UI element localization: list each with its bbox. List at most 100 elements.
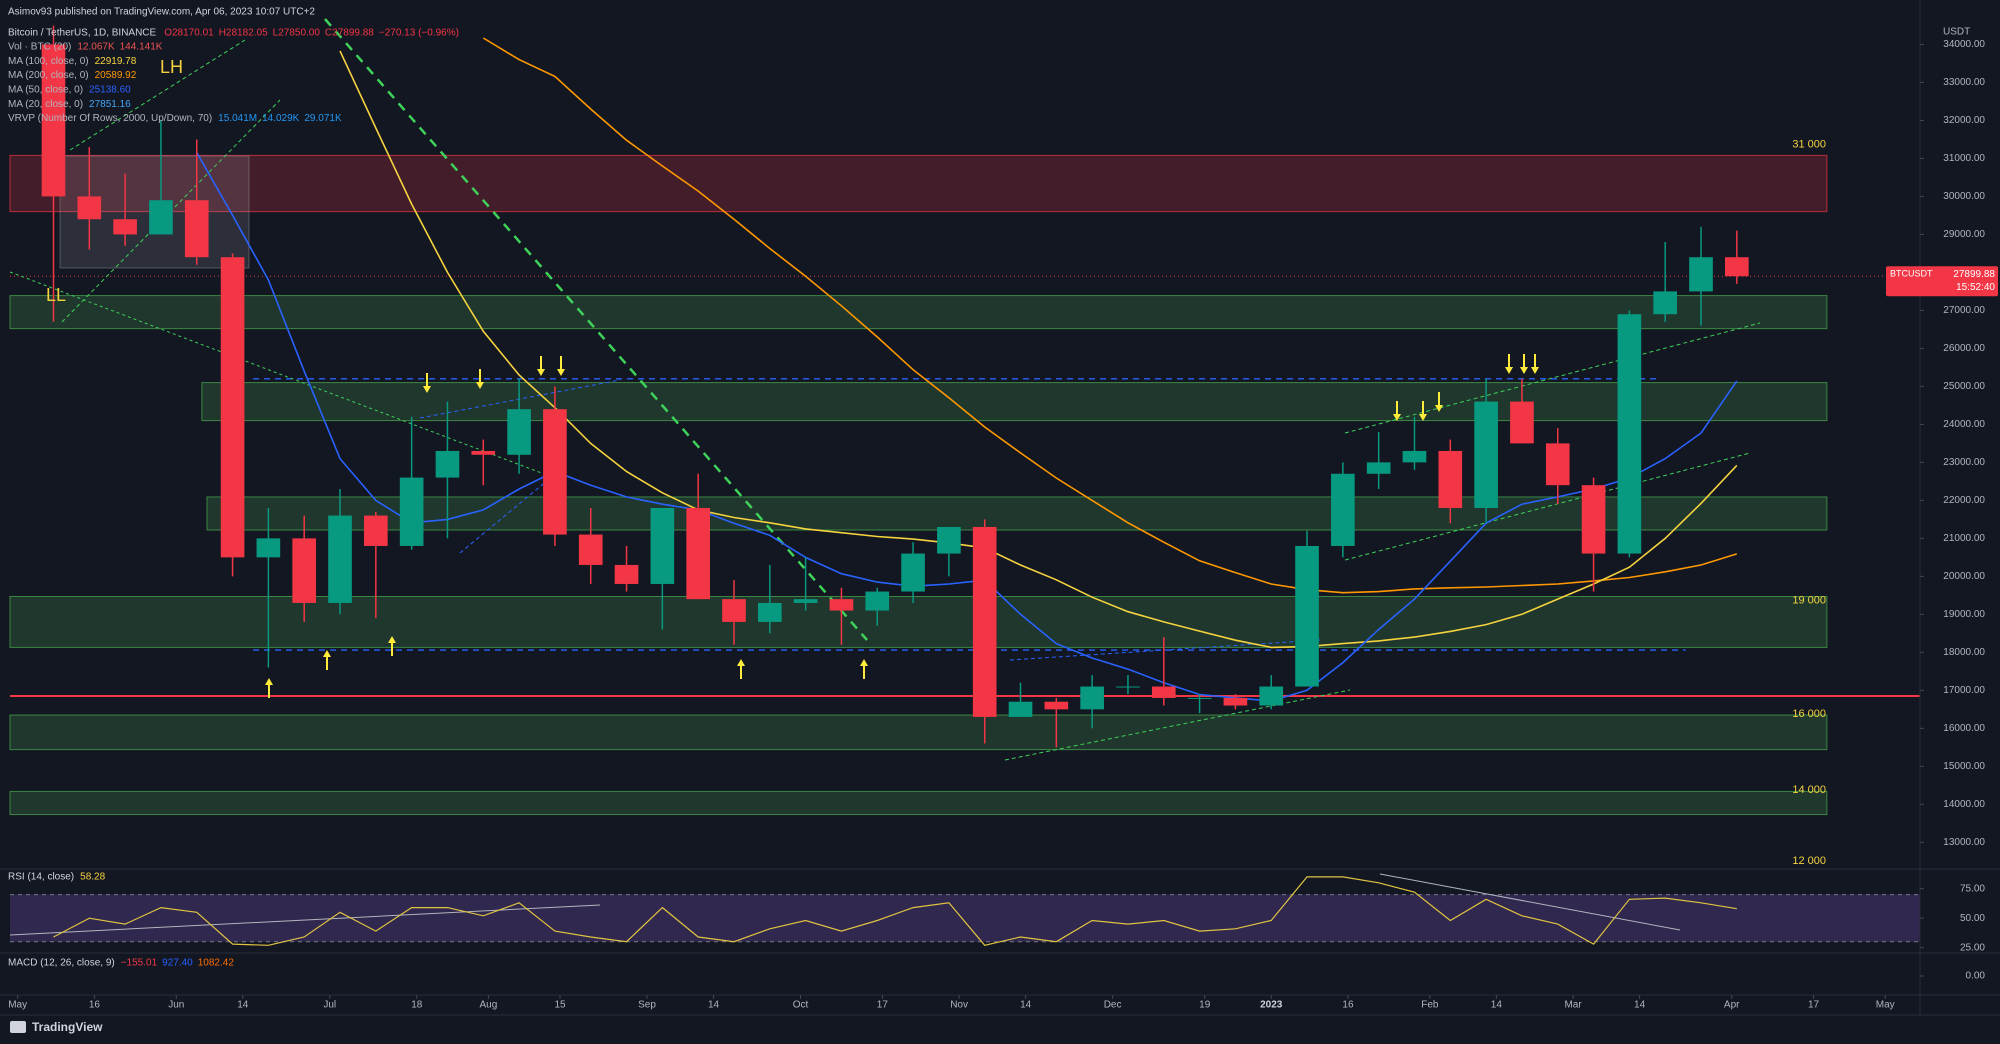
study-name: VRVP (Number Of Rows, 2000, Up/Down, 70) [8, 113, 212, 124]
arrow-head [537, 369, 545, 376]
candle-body [722, 599, 746, 622]
publisher-line: Asimov93 published on TradingView.com, A… [8, 7, 315, 18]
last-price-label: 27899.88 [1953, 269, 1995, 280]
arrow-head [1531, 367, 1539, 374]
candle-body [1617, 314, 1642, 554]
trend-line [1004, 689, 1351, 761]
arrow-head [265, 678, 273, 685]
pane-readout: 1082.42 [198, 958, 235, 969]
ohlc-readout: O28170.01 [164, 28, 214, 39]
x-tick-label: Nov [950, 1000, 968, 1011]
x-tick-label: 17 [1808, 1000, 1820, 1011]
x-tick-label: 17 [877, 1000, 889, 1011]
x-tick-label: 15 [554, 1000, 566, 1011]
candle-body [1653, 291, 1678, 315]
y-tick-label: 17000.00 [1943, 685, 1985, 696]
candle-body [937, 526, 961, 554]
x-tick-label: May [8, 1000, 27, 1011]
arrow-head [1505, 367, 1513, 374]
candle-body [1044, 701, 1069, 710]
y-tick-label: 16000.00 [1943, 723, 1985, 734]
candle-body [292, 538, 317, 603]
arrow-head [323, 650, 331, 657]
candle-body [793, 599, 818, 603]
ohlc-readout: H28182.05 [219, 28, 268, 39]
annotation: LL [46, 285, 66, 305]
arrow-head [1435, 405, 1443, 412]
candle-body [1116, 686, 1140, 688]
candle-body [184, 200, 209, 258]
axis-unit: USDT [1943, 27, 1970, 38]
study-name: MA (20, close, 0) [8, 99, 83, 110]
y-tick-label: 23000.00 [1943, 457, 1985, 468]
candle-body [1438, 450, 1463, 508]
y-tick-label: 75.00 [1960, 883, 1985, 894]
arrow-head [557, 369, 565, 376]
study-readout: 25138.60 [89, 85, 131, 96]
series-line [196, 152, 1738, 702]
x-tick-label: 14 [237, 1000, 249, 1011]
level-label: 31 000 [1792, 138, 1826, 150]
y-tick-label: 29000.00 [1943, 229, 1985, 240]
candle-body [507, 409, 531, 455]
study-readout: 12.067K [77, 42, 115, 53]
candle-body [149, 200, 173, 235]
candle-body [1689, 257, 1713, 292]
y-tick-label: 19000.00 [1943, 609, 1985, 620]
marks-layer [41, 25, 1749, 946]
candle-body [1008, 701, 1033, 717]
text-layer: 34000.00 33000.00 32000.00 31000.00 30000.00… [8, 27, 1998, 1011]
candle-body [543, 409, 567, 535]
y-tick-label: 24000.00 [1943, 419, 1985, 430]
zone [206, 496, 1828, 531]
x-tick-label: Sep [638, 1000, 656, 1011]
arrow-head [1520, 367, 1528, 374]
series-line [53, 876, 1737, 946]
study-readout: 22919.78 [95, 56, 137, 67]
study-name: Vol · BTC (20) [8, 42, 71, 53]
pane-readout: −155.01 [121, 958, 158, 969]
trend-line [1009, 639, 1321, 661]
x-tick-label: 2023 [1260, 1000, 1283, 1011]
candle-body [1259, 686, 1284, 706]
x-tick-label: 14 [708, 1000, 720, 1011]
last-price-box [1886, 266, 1998, 297]
candle-body [865, 591, 890, 611]
candle-body [757, 602, 782, 622]
candle-body [901, 553, 925, 592]
y-tick-label: 31000.00 [1943, 153, 1985, 164]
y-tick-label: 13000.00 [1943, 837, 1985, 848]
candle-body [578, 534, 603, 565]
annotation: LH [160, 57, 183, 77]
level-label: 16 000 [1792, 708, 1826, 720]
level-label: 19 000 [1792, 594, 1826, 606]
ohlc-readout: L27850.00 [273, 28, 321, 39]
level-label: 14 000 [1792, 784, 1826, 796]
candle-body [1366, 462, 1391, 474]
arrow-head [1393, 414, 1401, 421]
trend-line [1344, 322, 1761, 434]
pane-readout: 927.40 [162, 958, 193, 969]
footer-brand: TradingView [32, 1020, 103, 1034]
candle-body [77, 196, 102, 220]
candle-body [113, 219, 137, 235]
y-tick-label: 22000.00 [1943, 495, 1985, 506]
y-tick-label: 32000.00 [1943, 115, 1985, 126]
trend-line [419, 379, 621, 419]
level-label: 12 000 [1792, 855, 1826, 867]
study-readout: 14.029K [262, 113, 300, 124]
y-tick-label: 50.00 [1960, 913, 1985, 924]
study-readout: 15.041M [218, 113, 257, 124]
pane-title: MACD (12, 26, close, 9) [8, 958, 115, 969]
logo [10, 1021, 26, 1033]
x-tick-label: 16 [89, 1000, 101, 1011]
arrow-head [423, 386, 431, 393]
y-tick-label: 30000.00 [1943, 191, 1985, 202]
x-tick-label: 18 [411, 1000, 423, 1011]
candle-body [1402, 450, 1427, 463]
y-tick-label: 15000.00 [1943, 761, 1985, 772]
arrows [265, 354, 1539, 698]
arrow-head [737, 659, 745, 666]
series-line [339, 50, 1738, 649]
